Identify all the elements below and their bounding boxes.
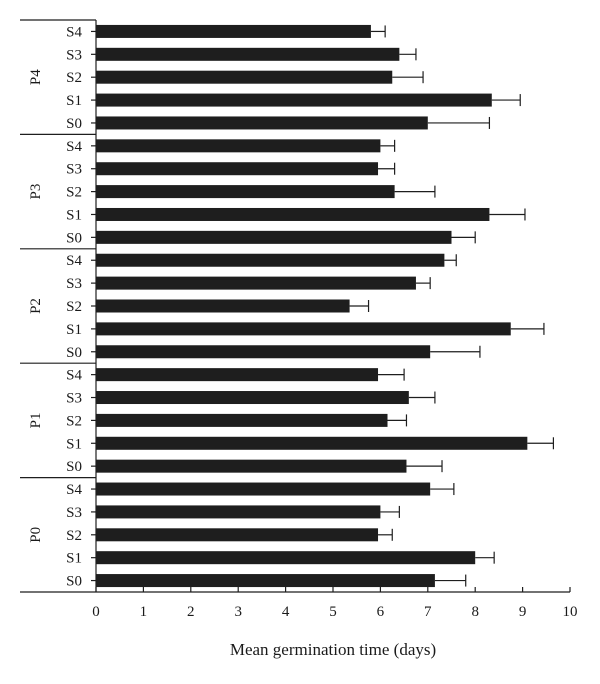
bar: [96, 185, 395, 199]
x-axis-title: Mean germination time (days): [230, 640, 436, 659]
x-tick-label: 6: [377, 604, 385, 620]
bar: [96, 207, 490, 221]
bar: [96, 436, 528, 450]
group-label: P0: [28, 527, 44, 543]
x-tick-label: 7: [424, 604, 432, 620]
bar-label: S4: [66, 482, 82, 498]
group-label: P1: [28, 412, 44, 428]
bar-label: S0: [66, 574, 82, 590]
bar: [96, 162, 379, 176]
x-tick-label: 4: [282, 604, 290, 620]
bar-label: S0: [66, 116, 82, 132]
bar-label: S3: [66, 505, 82, 521]
x-tick-label: 2: [187, 604, 195, 620]
bar-label: S4: [66, 139, 82, 155]
bar: [96, 24, 371, 38]
bar-label: S2: [66, 299, 82, 315]
bar: [96, 459, 407, 473]
bar: [96, 482, 431, 496]
x-tick-label: 0: [92, 604, 100, 620]
plot-area: 0 1 2 3 4 5 6 7 8 9 10 S4 S3 S2 S1 S0 P4 S4 S3 S2 S1 S0 P3 S4 S3…: [20, 19, 578, 620]
x-tick-label: 1: [140, 604, 148, 620]
bar: [96, 391, 409, 405]
bar-label: S1: [66, 93, 82, 109]
bar: [96, 345, 431, 359]
bar: [96, 139, 381, 153]
bar-label: S3: [66, 276, 82, 292]
bar-label: S1: [66, 207, 82, 223]
bar: [96, 116, 428, 130]
bar-label: S1: [66, 436, 82, 452]
x-tick-label: 8: [471, 604, 479, 620]
bar: [96, 551, 476, 565]
group-label: P4: [28, 69, 44, 85]
bar-label: S4: [66, 24, 82, 40]
bar-label: S2: [66, 185, 82, 201]
bar-label: S2: [66, 413, 82, 429]
x-tick-label: 10: [563, 604, 578, 620]
bar-label: S2: [66, 70, 82, 86]
bar-label: S3: [66, 47, 82, 63]
bar: [96, 528, 379, 542]
bar: [96, 230, 452, 244]
bar: [96, 93, 492, 107]
bar-label: S0: [66, 230, 82, 246]
bar-label: S4: [66, 253, 82, 269]
bar-label: S1: [66, 322, 82, 338]
x-tick-label: 3: [234, 604, 242, 620]
bar: [96, 322, 511, 336]
bar-label: S1: [66, 551, 82, 567]
bar: [96, 574, 435, 588]
x-tick-label: 5: [329, 604, 337, 620]
x-tick-label: 9: [519, 604, 527, 620]
bar: [96, 253, 445, 267]
bar: [96, 299, 350, 313]
bar-label: S0: [66, 459, 82, 475]
bar-label: S0: [66, 345, 82, 361]
group-label: P2: [28, 298, 44, 314]
bar: [96, 368, 379, 382]
bar-label: S3: [66, 391, 82, 407]
bar: [96, 70, 393, 84]
bar-label: S4: [66, 368, 82, 384]
bar: [96, 276, 416, 290]
bar-label: S3: [66, 162, 82, 178]
bar: [96, 47, 400, 61]
bar: [96, 505, 381, 519]
group-label: P3: [28, 184, 44, 200]
bar-label: S2: [66, 528, 82, 544]
bar: [96, 413, 388, 427]
